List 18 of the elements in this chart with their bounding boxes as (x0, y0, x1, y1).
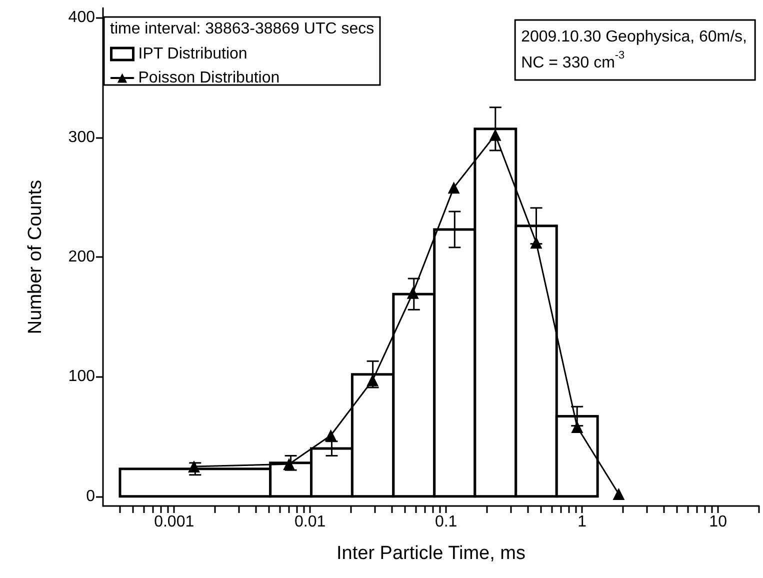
legend-label: Poisson Distribution (138, 70, 280, 86)
y-tick-label: 300 (68, 128, 96, 146)
y-axis-title: Number of Counts (25, 180, 46, 334)
x-tick-label: 1 (578, 514, 587, 530)
legend-label: IPT Distribution (138, 46, 248, 62)
annotation: 2009.10.30 Geophysica, 60m/s, (521, 28, 747, 46)
x-tick-label: 0.01 (294, 514, 326, 530)
y-tick-label: 0 (86, 488, 96, 505)
y-tick-label: 100 (68, 368, 96, 386)
point (448, 182, 460, 194)
legend-title: time interval: 38863-38869 UTC secs (110, 20, 374, 38)
x-tick-label: 0.1 (434, 514, 458, 530)
point (612, 488, 625, 500)
x-tick-label: 0.001 (154, 514, 194, 530)
y-tick-label: 200 (68, 248, 96, 266)
x-axis-title: Inter Particle Time, ms (336, 543, 526, 564)
x-tick-label: 10 (709, 514, 728, 530)
y-tick-label: 400 (68, 9, 96, 26)
